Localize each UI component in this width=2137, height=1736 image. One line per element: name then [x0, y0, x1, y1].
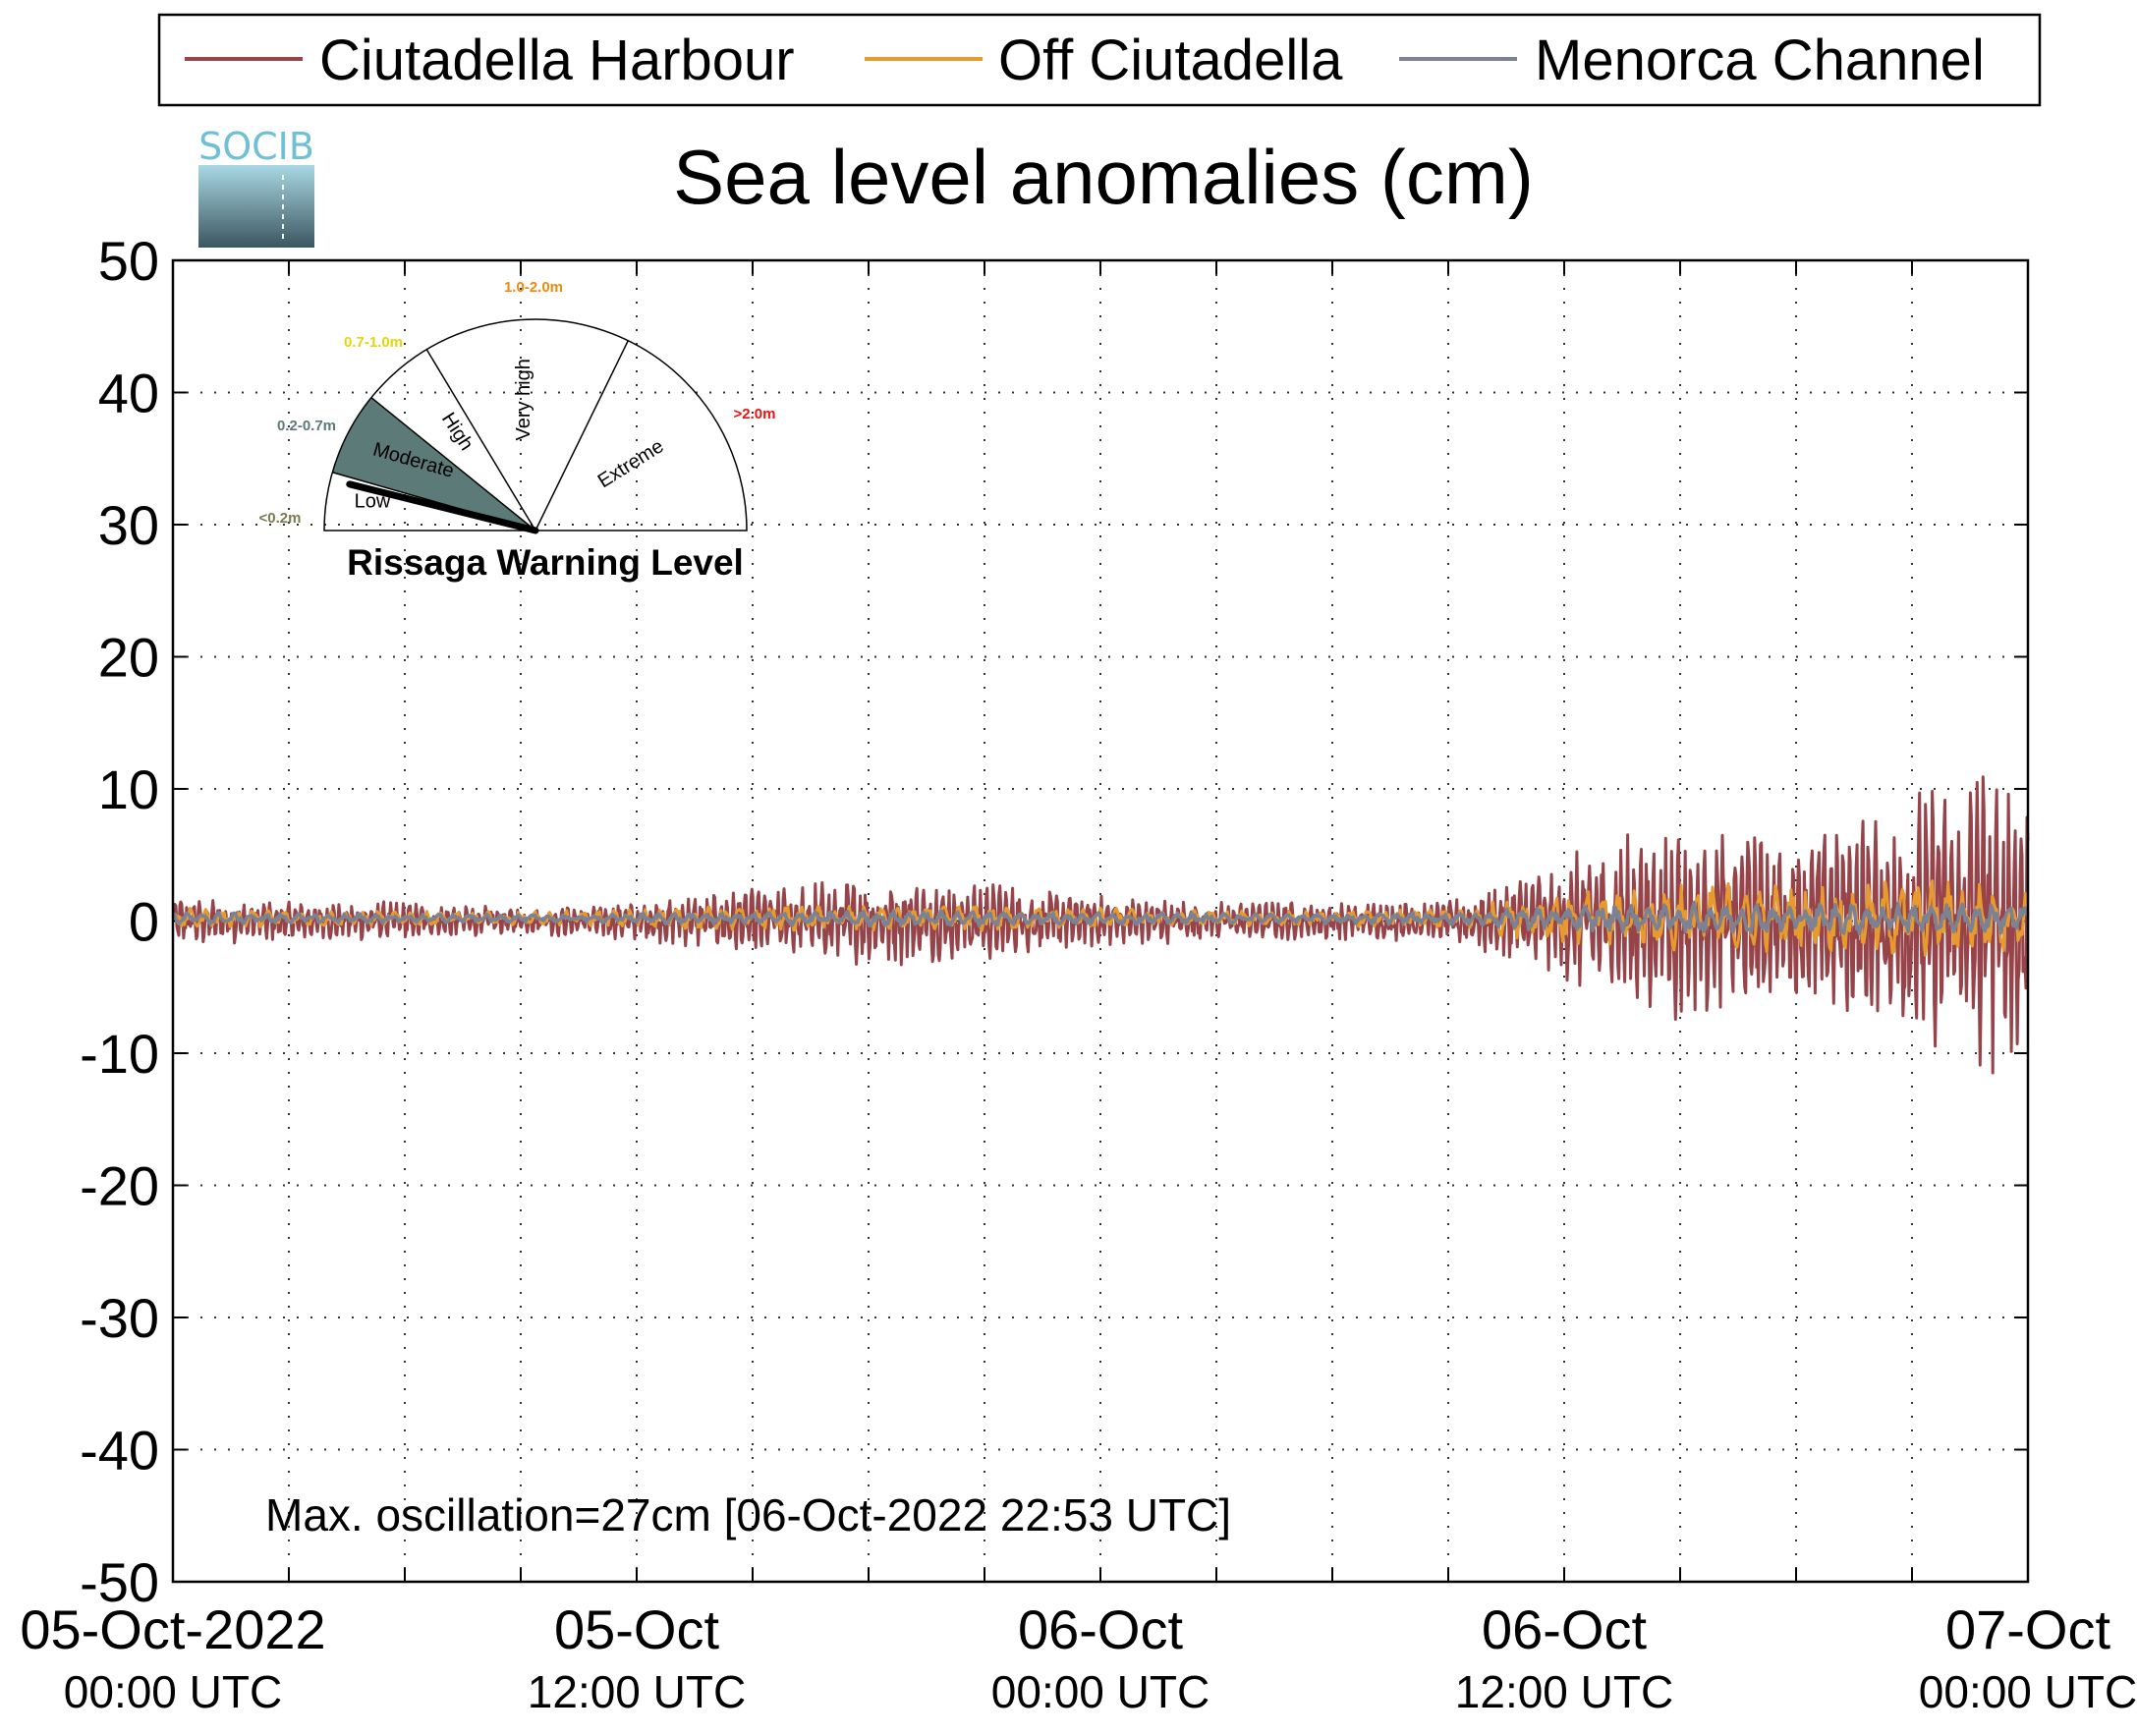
x-tick-label-date: 06-Oct: [1482, 1598, 1647, 1660]
x-tick-label-date: 05-Oct: [554, 1598, 719, 1660]
gauge-outline: [323, 318, 748, 532]
x-tick-label-time: 00:00 UTC: [1919, 1666, 2137, 1717]
y-tick-label: -30: [80, 1287, 159, 1349]
plot-frame: [171, 258, 2030, 1584]
legend-box: [157, 13, 2042, 107]
x-tick-label-time: 12:00 UTC: [528, 1666, 746, 1717]
legend: Ciutadella Harbour Off Ciutadella Menorc…: [157, 13, 2042, 107]
legend-label-channel: Menorca Channel: [1535, 28, 1985, 92]
gauge-divider: [534, 340, 629, 532]
y-tick-label: -40: [80, 1420, 159, 1482]
gauge-label-high: High: [437, 409, 478, 454]
gauge-label-extreme: Extreme: [594, 435, 668, 492]
legend-label-harbour: Ciutadella Harbour: [319, 28, 795, 92]
gauge-range-1: 0.2-0.7m: [277, 418, 336, 434]
gauge-label-very-high: Very high: [513, 359, 534, 440]
chart-title: Sea level anomalies (cm): [673, 134, 1534, 220]
gauge-label-low: Low: [355, 491, 391, 513]
gauge-needle: [346, 480, 539, 534]
y-tick-label: 30: [98, 494, 159, 556]
gauge-range-4: >2.0m: [734, 406, 776, 422]
x-axis: 05-Oct-2022 00:00 UTC 05-Oct 12:00 UTC 06-Oc…: [20, 260, 2137, 1717]
y-tick-label: -50: [80, 1551, 159, 1613]
gauge-range-2: 0.7-1.0m: [344, 334, 403, 351]
y-tick-label: 10: [98, 758, 159, 820]
x-tick-label-time: 00:00 UTC: [991, 1666, 1209, 1717]
series-lines: [171, 775, 2030, 1075]
gauge-divider: [425, 349, 536, 532]
x-tick-label-time: 00:00 UTC: [64, 1666, 282, 1717]
socib-logo-icon: SOCIB: [198, 125, 314, 248]
y-tick-label: 50: [98, 230, 159, 292]
x-tick-label-date: 05-Oct-2022: [20, 1598, 325, 1660]
y-axis: 50 40 30 20 10 0 -10 -20 -30 -40 -50: [80, 230, 2028, 1613]
y-tick-label: 20: [98, 627, 159, 689]
gauge-range-0: <0.2m: [259, 510, 302, 527]
gauge-range-3: 1.0-2.0m: [504, 279, 563, 296]
gauge-divider: [370, 397, 536, 532]
series-line-channel: [172, 901, 2030, 936]
x-tick-label-date: 06-Oct: [1018, 1598, 1183, 1660]
y-tick-label: -20: [80, 1155, 159, 1217]
y-tick-label: 40: [98, 363, 159, 424]
gauge-title: Rissaga Warning Level: [347, 542, 744, 583]
logo-wave-block: [198, 165, 314, 248]
y-tick-label: 0: [129, 891, 159, 953]
gauge-sector-moderate: [332, 397, 535, 531]
y-tick-label: -10: [80, 1023, 159, 1085]
legend-label-off: Off Ciutadella: [998, 28, 1343, 92]
logo-text: SOCIB: [198, 125, 314, 168]
max-oscillation-annotation: Max. oscillation=27cm [06-Oct-2022 22:53…: [265, 1489, 1231, 1540]
x-tick-label-date: 07-Oct: [1945, 1598, 2110, 1660]
x-tick-label-time: 12:00 UTC: [1455, 1666, 1673, 1717]
